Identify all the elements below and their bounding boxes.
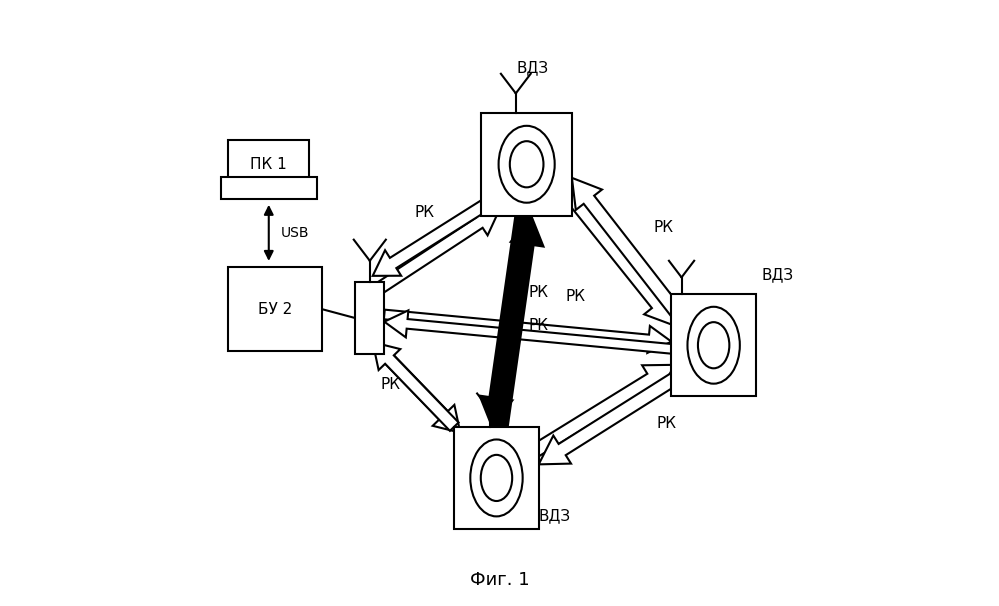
- FancyArrow shape: [560, 186, 674, 325]
- Ellipse shape: [698, 322, 729, 368]
- Text: ВДЗ: ВДЗ: [538, 508, 570, 523]
- Text: USB: USB: [281, 226, 310, 240]
- Text: ВДЗ: ВДЗ: [516, 60, 548, 75]
- Ellipse shape: [471, 439, 522, 516]
- Bar: [356, 282, 385, 355]
- FancyArrow shape: [385, 310, 672, 354]
- FancyArrow shape: [571, 178, 682, 318]
- FancyArrow shape: [377, 210, 500, 293]
- Text: ПК 1: ПК 1: [251, 157, 287, 172]
- Bar: [228, 140, 310, 188]
- FancyArrow shape: [373, 342, 459, 431]
- FancyArrow shape: [375, 344, 461, 433]
- Bar: [455, 427, 538, 529]
- Text: РК: РК: [415, 205, 435, 220]
- Ellipse shape: [499, 126, 554, 203]
- Text: РК: РК: [528, 285, 548, 299]
- Text: Фиг. 1: Фиг. 1: [470, 571, 529, 590]
- Ellipse shape: [687, 307, 740, 384]
- FancyArrow shape: [373, 198, 491, 276]
- Text: РК: РК: [653, 220, 673, 235]
- Text: БУ 2: БУ 2: [258, 302, 292, 316]
- Bar: [482, 113, 571, 216]
- FancyArrow shape: [538, 371, 681, 464]
- Ellipse shape: [481, 455, 512, 501]
- FancyArrow shape: [529, 365, 674, 458]
- Text: РК: РК: [528, 318, 548, 333]
- Text: РК: РК: [565, 290, 585, 304]
- Bar: [228, 267, 322, 351]
- Bar: [671, 294, 756, 396]
- Text: РК: РК: [656, 416, 676, 431]
- FancyArrow shape: [495, 216, 543, 428]
- Text: РК: РК: [381, 377, 401, 392]
- FancyArrow shape: [384, 310, 671, 353]
- FancyArrow shape: [480, 215, 528, 427]
- Bar: [221, 177, 317, 199]
- Ellipse shape: [509, 141, 543, 187]
- Text: ВДЗ: ВДЗ: [762, 267, 794, 282]
